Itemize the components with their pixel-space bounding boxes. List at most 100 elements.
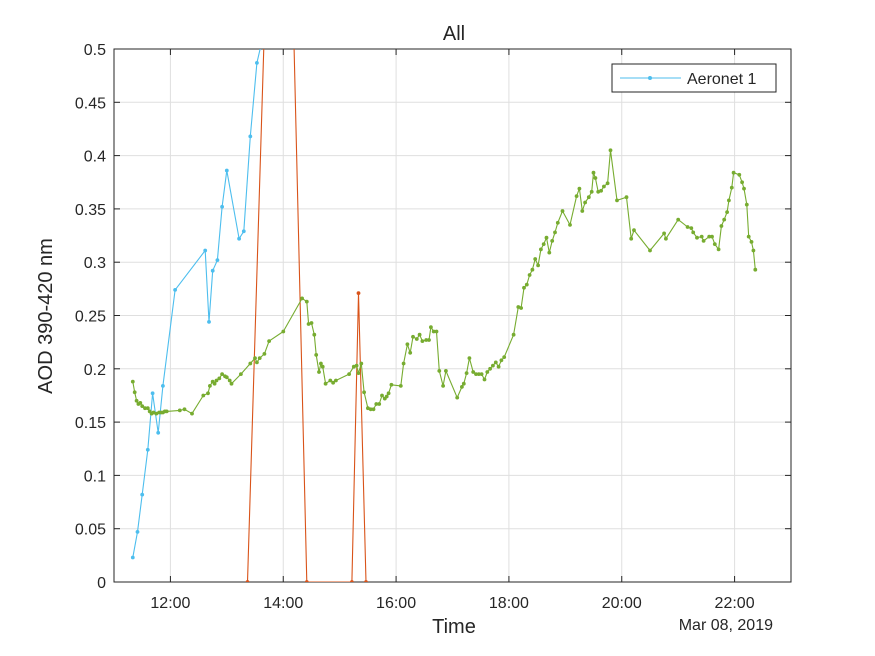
data-point xyxy=(599,188,603,193)
data-point xyxy=(377,402,382,406)
data-point xyxy=(427,338,431,342)
data-point xyxy=(229,381,234,386)
data-point xyxy=(356,371,361,375)
data-point xyxy=(130,555,135,560)
series-line xyxy=(132,49,261,558)
data-point xyxy=(707,234,712,239)
data-point xyxy=(591,170,596,175)
data-point xyxy=(729,185,734,190)
data-point xyxy=(306,322,311,326)
data-point xyxy=(725,210,729,215)
data-point xyxy=(511,332,516,337)
data-point xyxy=(568,223,572,227)
data-point xyxy=(580,209,585,213)
data-point xyxy=(206,391,210,396)
data-point xyxy=(161,384,165,388)
data-point xyxy=(589,189,594,194)
data-point xyxy=(662,231,666,236)
y-tick-label: 0.3 xyxy=(84,255,106,272)
data-point xyxy=(476,372,481,376)
y-tick-label: 0.35 xyxy=(75,202,106,219)
y-axis-title: AOD 390-420 nm xyxy=(35,238,57,394)
data-point xyxy=(237,236,242,241)
data-point xyxy=(347,372,351,376)
data-point xyxy=(719,224,724,228)
data-point xyxy=(255,61,259,65)
data-point xyxy=(710,234,714,239)
data-point xyxy=(414,337,419,341)
data-point xyxy=(583,200,587,205)
data-point xyxy=(208,384,212,388)
data-point xyxy=(553,230,557,235)
data-point xyxy=(312,332,317,337)
data-point xyxy=(368,407,373,412)
data-point xyxy=(420,339,425,343)
data-point xyxy=(135,530,140,534)
x-axis-title: Time xyxy=(432,616,476,638)
data-point xyxy=(405,342,410,347)
data-point xyxy=(220,204,225,209)
data-point xyxy=(550,239,555,243)
x-tick-label: 14:00 xyxy=(263,595,303,612)
data-point xyxy=(502,355,507,359)
data-point xyxy=(401,361,406,366)
data-point xyxy=(217,376,222,381)
data-point xyxy=(753,267,758,272)
data-point xyxy=(356,291,361,295)
data-point xyxy=(441,384,445,388)
data-point xyxy=(380,393,384,398)
y-tick-label: 0.2 xyxy=(84,362,106,379)
data-point xyxy=(541,242,546,247)
data-point xyxy=(437,369,442,373)
data-point xyxy=(751,248,756,253)
data-point xyxy=(281,329,286,334)
data-point xyxy=(533,257,538,261)
data-point xyxy=(309,321,314,325)
data-point xyxy=(648,248,652,253)
data-point xyxy=(444,369,448,373)
data-point xyxy=(314,353,319,357)
data-point xyxy=(676,217,681,222)
data-point xyxy=(491,363,495,368)
data-point xyxy=(350,580,354,582)
data-point xyxy=(245,580,250,582)
data-point xyxy=(602,184,606,189)
data-point xyxy=(212,381,217,386)
data-point xyxy=(227,378,232,383)
data-point xyxy=(207,320,211,324)
data-point xyxy=(560,209,565,213)
data-point xyxy=(362,390,366,395)
data-point xyxy=(263,26,267,30)
data-point xyxy=(629,236,634,241)
data-point xyxy=(140,404,145,408)
data-point xyxy=(740,180,744,185)
x-tick-label: 12:00 xyxy=(150,595,190,612)
data-point xyxy=(716,247,721,252)
data-point xyxy=(253,356,257,360)
data-point xyxy=(371,407,376,412)
data-point xyxy=(482,377,487,382)
data-point xyxy=(731,170,736,175)
data-point xyxy=(320,364,325,369)
data-point xyxy=(664,236,668,241)
data-point xyxy=(389,382,394,387)
series-line xyxy=(132,149,756,415)
data-point xyxy=(539,247,543,252)
data-point xyxy=(304,580,309,582)
data-point xyxy=(596,189,601,194)
data-point xyxy=(331,380,335,385)
y-tick-label: 0.5 xyxy=(84,42,106,59)
data-point xyxy=(460,385,464,389)
date-label: Mar 08, 2019 xyxy=(679,617,773,634)
y-tick-label: 0.1 xyxy=(84,468,106,485)
data-point xyxy=(691,230,696,235)
data-point xyxy=(699,234,704,239)
data-point xyxy=(744,202,749,207)
data-point xyxy=(145,406,150,411)
data-point xyxy=(304,299,309,304)
data-point xyxy=(746,234,751,239)
data-point xyxy=(203,248,208,253)
legend: Aeronet 1 xyxy=(611,63,777,93)
data-point xyxy=(464,371,469,375)
